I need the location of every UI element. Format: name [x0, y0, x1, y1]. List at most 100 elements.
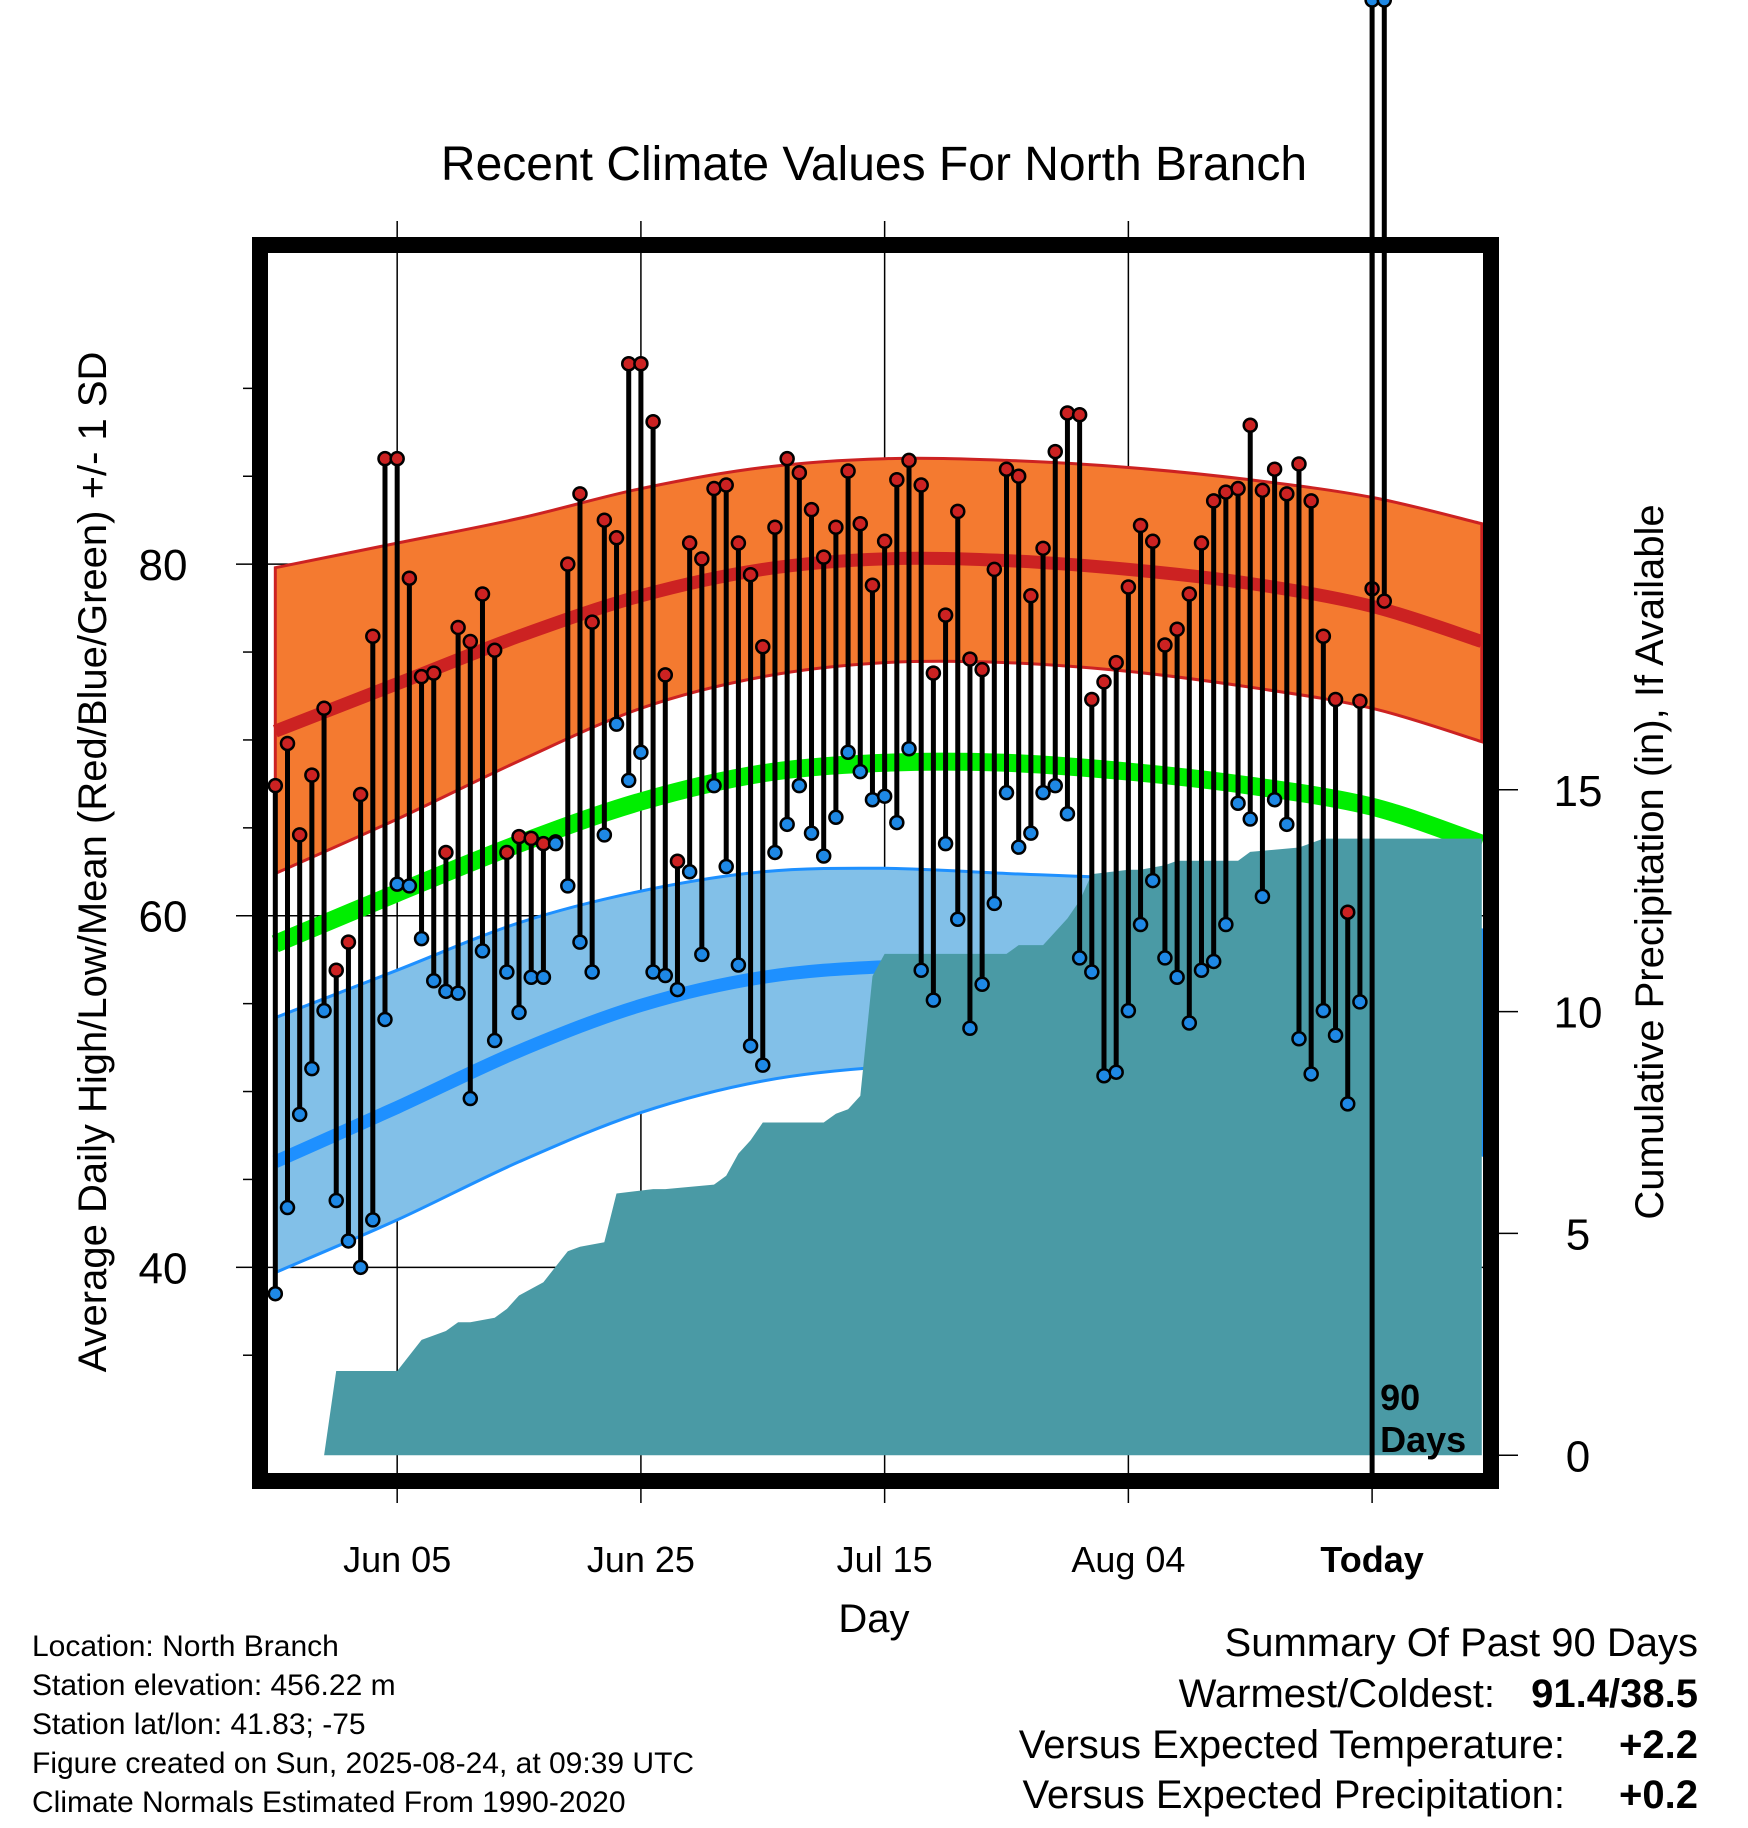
chart-title: Recent Climate Values For North Branch — [441, 138, 1307, 191]
daily-low-point — [767, 844, 783, 861]
daily-low-point — [925, 992, 942, 1008]
daily-low-point — [1376, 0, 1393, 8]
daily-low-point — [1230, 795, 1246, 811]
daily-low-point — [1352, 994, 1368, 1010]
daily-points — [267, 0, 1393, 1302]
daily-high-point — [876, 533, 893, 550]
daily-low-point — [291, 1106, 308, 1123]
warmest-coldest-value: 91.4/38.5 — [1531, 1672, 1698, 1716]
daily-low-point — [1205, 953, 1222, 970]
high-sd-band — [273, 456, 1484, 876]
daily-high-point — [657, 667, 674, 683]
daily-high-point — [316, 700, 332, 717]
daily-high-point — [1169, 621, 1185, 637]
y-tick-label: 40 — [139, 1244, 188, 1293]
precip-area — [275, 838, 1482, 1456]
daily-high-point — [279, 735, 296, 752]
summary-panel: Summary Of Past 90 Days Warmest/Coldest:… — [1019, 1621, 1698, 1817]
daily-high-point — [1084, 691, 1100, 708]
daily-high-point — [1144, 533, 1161, 550]
daily-high-point — [1132, 517, 1149, 534]
daily-high-point — [1327, 691, 1344, 708]
daily-low-point — [425, 973, 442, 989]
y2-axis-ticks: 0 5 10 15 — [1499, 767, 1602, 1481]
daily-low-point — [852, 763, 869, 780]
plot-frame — [252, 237, 1499, 1489]
daily-low-point — [1303, 1066, 1319, 1082]
daily-high-point — [523, 830, 539, 847]
daily-low-point — [304, 1060, 320, 1077]
daily-low-point — [1157, 950, 1173, 966]
daily-low-point — [998, 784, 1015, 801]
daily-high-point — [291, 827, 308, 843]
daily-low-point — [474, 943, 491, 959]
daily-low-point — [535, 969, 552, 986]
daily-high-point — [791, 464, 808, 481]
daily-high-point — [889, 472, 905, 488]
daily-low-point — [1035, 784, 1051, 801]
x-axis-label: Day — [838, 1597, 909, 1641]
daily-low-point — [316, 1002, 332, 1019]
daily-low-point — [365, 1212, 381, 1228]
y-tick-label: 60 — [139, 893, 188, 942]
daily-low-point — [986, 895, 1003, 912]
temp-versus-value: +2.2 — [1619, 1723, 1698, 1767]
y2-tick-label: 10 — [1554, 989, 1603, 1038]
precip-versus-value: +0.2 — [1619, 1773, 1698, 1817]
daily-high-point — [901, 452, 917, 469]
daily-low-point — [1059, 806, 1076, 822]
daily-high-point — [1047, 443, 1064, 460]
daily-high-point — [608, 530, 625, 546]
daily-low-point — [486, 1032, 503, 1049]
y2-tick-label: 0 — [1566, 1432, 1590, 1481]
daily-high-point — [852, 515, 869, 532]
daily-low-point — [547, 835, 564, 852]
daily-low-point — [950, 911, 966, 928]
daily-low-point — [694, 946, 710, 963]
daily-high-point — [1230, 480, 1246, 497]
daily-high-point — [1120, 579, 1137, 595]
daily-high-point — [998, 461, 1015, 477]
daily-low-point — [974, 976, 990, 993]
daily-high-point — [1010, 468, 1027, 485]
daily-low-point — [511, 1004, 527, 1021]
daily-high-point — [267, 777, 284, 794]
x-tick-label: Jul 15 — [837, 1539, 933, 1580]
daily-high-point — [828, 519, 844, 535]
daily-low-point — [1339, 1096, 1356, 1112]
x-tick-label: Today — [1320, 1539, 1423, 1580]
daily-low-point — [1218, 916, 1234, 933]
daily-low-point — [620, 772, 637, 789]
daily-low-point — [791, 777, 808, 794]
daily-low-point — [328, 1192, 344, 1209]
daily-high-point — [1339, 904, 1356, 920]
coldest-value: 38.5 — [1620, 1672, 1698, 1716]
daily-low-point — [1084, 964, 1100, 980]
daily-low-point — [706, 777, 722, 794]
daily-high-point — [694, 551, 710, 567]
daily-low-point — [499, 964, 515, 980]
daily-high-point — [1181, 586, 1198, 602]
daily-high-point — [767, 519, 783, 535]
daily-low-point — [377, 1011, 393, 1028]
daily-low-point — [1193, 962, 1210, 978]
daily-low-point — [1010, 839, 1027, 855]
daily-low-point — [901, 740, 917, 757]
daily-low-point — [876, 788, 893, 804]
daily-stems — [272, 0, 1387, 1294]
x-tick-label: Jun 25 — [587, 1539, 695, 1580]
daily-low-point — [608, 716, 625, 732]
plot-area — [267, 0, 1485, 1473]
daily-low-point — [438, 983, 454, 1000]
daily-high-point — [474, 586, 491, 602]
y-tick-label: 80 — [139, 541, 188, 590]
daily-low-point — [340, 1233, 357, 1249]
warmest-coldest-sep: / — [1609, 1672, 1620, 1716]
daily-low-point — [1120, 1002, 1137, 1019]
daily-high-point — [1108, 654, 1124, 671]
y2-tick-label: 5 — [1566, 1210, 1590, 1259]
daily-low-point — [840, 744, 856, 761]
daily-high-point — [815, 549, 832, 565]
daily-high-point — [633, 355, 649, 372]
